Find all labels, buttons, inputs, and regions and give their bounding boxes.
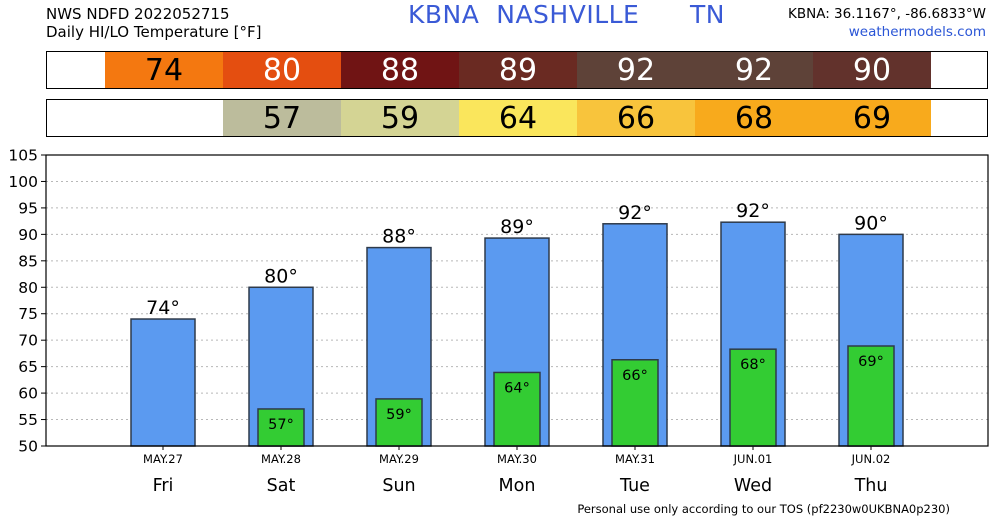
hi-temp-label: 89°: [500, 216, 534, 238]
plot-frame: [45, 154, 989, 447]
day-label: Wed: [734, 476, 772, 496]
day-label: Thu: [854, 476, 888, 496]
lo-temp-cell: 59: [341, 100, 459, 136]
footer-note: Personal use only according to our TOS (…: [577, 502, 950, 516]
hi-temp-strip: 74 80 88 89 92 92 90: [46, 51, 988, 89]
lo-temp-bar: [257, 408, 305, 447]
hi-temp-label: 88°: [382, 226, 416, 248]
hi-temp-cell: 88: [341, 52, 459, 88]
hi-temp-label: 80°: [264, 265, 298, 287]
date-label: MAY.30: [497, 452, 537, 466]
lo-temp-bar: [611, 359, 659, 447]
y-tick-label: 75: [18, 305, 38, 323]
date-label: MAY.28: [261, 452, 301, 466]
hi-temp-label: 92°: [618, 202, 652, 224]
date-label: MAY.29: [379, 452, 419, 466]
y-tick-label: 90: [18, 226, 38, 244]
date-label: JUN.01: [733, 452, 773, 466]
day-label: Tue: [619, 476, 650, 496]
y-tick-label: 55: [18, 411, 38, 429]
hi-temp-cell: 89: [459, 52, 577, 88]
lo-temp-label: 59°: [386, 407, 412, 423]
hi-temp-cell: 90: [813, 52, 931, 88]
y-tick-label: 105: [8, 147, 38, 165]
lo-temp-cell: 68: [695, 100, 813, 136]
lo-temp-label: 66°: [622, 368, 648, 384]
model-run-label: NWS NDFD 2022052715: [46, 5, 230, 23]
lo-temp-bar: [847, 345, 895, 447]
y-tick-label: 100: [8, 173, 38, 191]
lo-temp-bar: [493, 371, 541, 447]
product-label: Daily HI/LO Temperature [°F]: [46, 23, 262, 41]
hi-temp-bar: [130, 318, 196, 447]
hi-temp-cell: 92: [695, 52, 813, 88]
day-label: Sat: [267, 476, 296, 496]
day-label: Fri: [153, 476, 174, 496]
hi-temp-label: 74°: [146, 297, 180, 319]
station-title: KBNA NASHVILLE TN: [408, 0, 725, 29]
lo-temp-cell: 64: [459, 100, 577, 136]
lo-temp-cell: 57: [223, 100, 341, 136]
y-tick-label: 85: [18, 252, 38, 270]
lo-temp-label: 64°: [504, 380, 530, 396]
y-tick-label: 95: [18, 199, 38, 217]
lo-temp-strip: 57 59 64 66 68 69: [46, 99, 988, 137]
lo-temp-cell: 69: [813, 100, 931, 136]
hi-temp-cell: 80: [223, 52, 341, 88]
day-label: Sun: [382, 476, 415, 496]
lo-temp-label: 69°: [858, 354, 884, 370]
hi-temp-cell: 92: [577, 52, 695, 88]
y-tick-label: 65: [18, 358, 38, 376]
y-tick-label: 60: [18, 385, 38, 403]
lo-temp-cell: 66: [577, 100, 695, 136]
header-right: KBNA: 36.1167°, -86.6833°W weathermodels…: [788, 5, 986, 41]
lo-temp-bar: [729, 348, 777, 447]
hi-temp-label: 92°: [736, 200, 770, 222]
lo-temp-label: 68°: [740, 357, 766, 373]
hi-temp-cell: 74: [105, 52, 223, 88]
lo-temp-cell: [105, 100, 223, 136]
date-label: MAY.27: [143, 452, 183, 466]
station-coords: KBNA: 36.1167°, -86.6833°W: [787, 6, 986, 22]
lo-temp-label: 57°: [268, 417, 294, 433]
hi-temp-label: 90°: [854, 212, 888, 234]
site-link[interactable]: weathermodels.com: [848, 24, 986, 40]
y-tick-label: 50: [18, 438, 38, 456]
y-tick-label: 70: [18, 332, 38, 350]
date-label: MAY.31: [615, 452, 655, 466]
date-label: JUN.02: [851, 452, 891, 466]
y-tick-label: 80: [18, 279, 38, 297]
day-label: Mon: [499, 476, 536, 496]
header-left: NWS NDFD 2022052715 Daily HI/LO Temperat…: [46, 5, 262, 41]
